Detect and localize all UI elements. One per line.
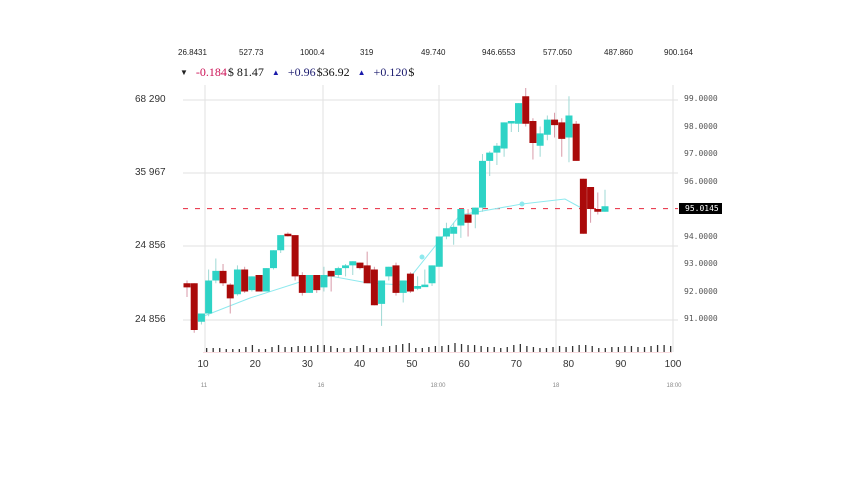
left-axis-label: 24 856 <box>135 240 166 251</box>
top-value: 527.73 <box>239 48 264 57</box>
top-value: 577.050 <box>543 48 572 57</box>
x-axis-tick: 50 <box>406 359 418 370</box>
legend-price: $36.92 <box>316 64 350 79</box>
legend: ▼ -0.184 $ 81.47 ▲ +0.96 $36.92 ▲ +0.120 $ <box>180 64 422 80</box>
right-axis-label: 96.0000 <box>684 176 718 186</box>
time-label: 18 <box>552 383 560 389</box>
x-axis-tick: 100 <box>664 359 682 370</box>
legend-price: $ 81.47 <box>227 64 264 79</box>
x-axis-tick: 10 <box>197 359 209 370</box>
right-axis-label: 97.0000 <box>684 149 718 158</box>
time-label: 16 <box>317 383 325 389</box>
top-value: 26.8431 <box>178 48 207 57</box>
right-axis-label: 94.0000 <box>684 231 718 241</box>
top-value: 49.740 <box>421 48 446 57</box>
left-axis-label: 68 290 <box>135 94 166 105</box>
top-value: 1000.4 <box>300 48 325 57</box>
arrow-up-icon: ▲ <box>271 67 280 77</box>
top-value: 319 <box>360 48 374 57</box>
legend-change: +0.96 <box>287 64 316 79</box>
legend-price: $ <box>408 64 415 79</box>
x-axis-tick: 30 <box>301 359 313 370</box>
x-axis-tick: 60 <box>458 359 470 370</box>
x-axis-tick: 70 <box>510 359 522 370</box>
arrow-up-icon: ▲ <box>357 67 366 77</box>
right-axis-label: 99.0000 <box>684 94 718 103</box>
right-axis-label: 93.0000 <box>684 259 718 268</box>
arrow-down-icon: ▼ <box>180 67 188 77</box>
x-axis-tick: 80 <box>562 359 575 370</box>
top-value: 487.860 <box>604 48 633 57</box>
time-label: 18:00 <box>430 383 446 389</box>
top-value: 946.6553 <box>482 48 516 57</box>
right-axis-label: 98.0000 <box>684 121 718 131</box>
time-label: 11 <box>200 383 208 389</box>
x-axis-tick: 20 <box>249 359 261 370</box>
top-values-row: 26.8431 527.73 1000.4 319 49.740 946.6553 577.… <box>0 48 852 62</box>
left-axis-label: 24 856 <box>135 314 166 325</box>
right-axis-label: 92.0000 <box>684 286 718 296</box>
right-axis-label: 91.0000 <box>684 314 718 323</box>
current-price-tag: 95.0145 <box>679 203 722 214</box>
top-value: 900.164 <box>664 48 693 57</box>
legend-change: -0.184 <box>195 64 227 79</box>
legend-change: +0.120 <box>373 64 408 79</box>
left-axis-label: 35 967 <box>135 167 166 178</box>
x-axis-tick: 90 <box>615 359 627 370</box>
x-axis-tick: 40 <box>354 359 366 370</box>
time-label: 18:00 <box>666 383 682 389</box>
